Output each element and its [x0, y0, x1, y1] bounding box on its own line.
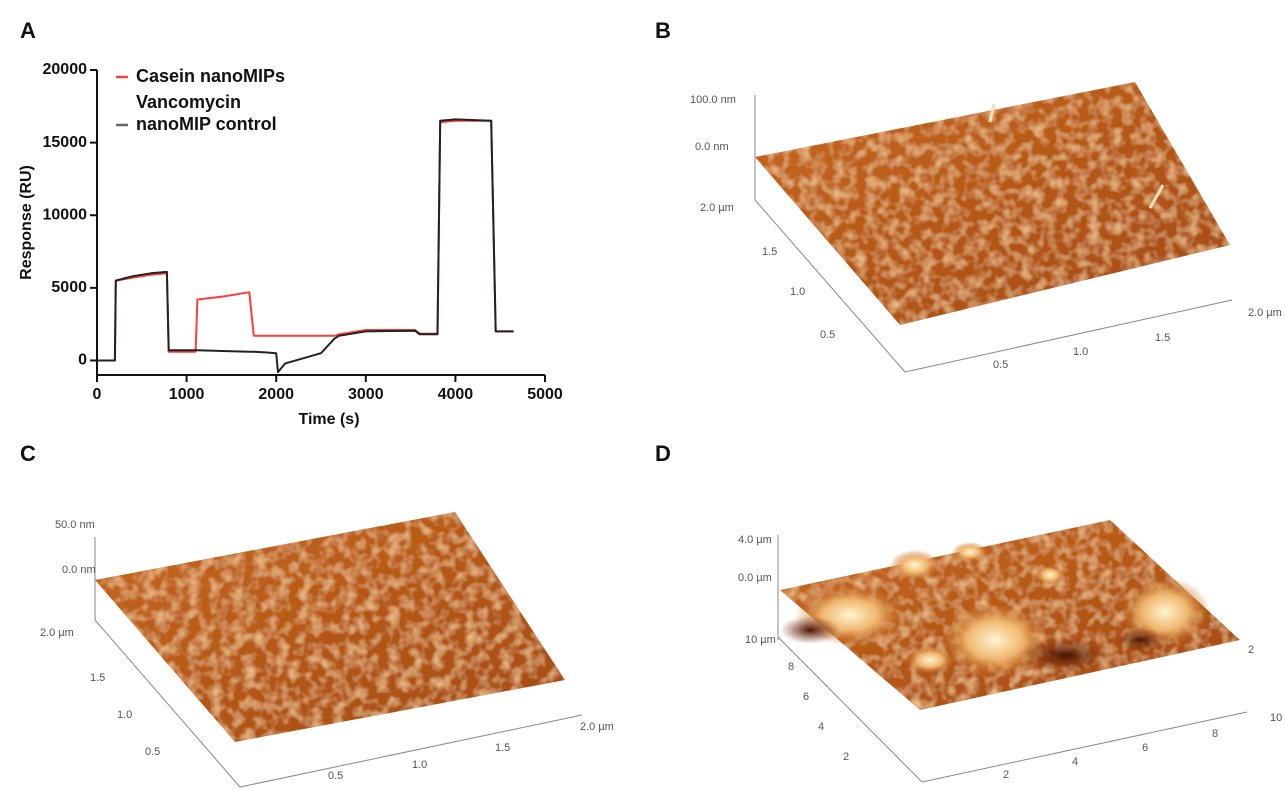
afm-tick-label: 0.0 µm	[738, 572, 772, 584]
series-line	[97, 119, 514, 362]
afm-tick-label: 1.0	[790, 286, 805, 298]
afm-tick-label: 2	[843, 751, 849, 763]
x-tick-label: 4000	[438, 386, 474, 403]
legend-entry: Casein nanoMIPs	[136, 66, 286, 86]
afm-tick-label: 1.5	[762, 246, 777, 258]
afm-tick-label: 8	[1212, 728, 1218, 740]
afm-tick-label: 0.5	[993, 359, 1008, 371]
afm-tick-label: 4.0 µm	[738, 534, 772, 546]
afm-tick-label: 4	[818, 721, 824, 733]
afm-tick-label: 8	[788, 661, 794, 673]
afm-surface	[95, 512, 565, 742]
y-tick-label: 5000	[51, 279, 87, 296]
afm-hill	[905, 646, 955, 674]
series-line	[97, 118, 514, 374]
afm-tick-label: 0.5	[820, 329, 835, 341]
afm-axis	[904, 299, 1233, 373]
afm-tick-label: 1.0	[1073, 346, 1088, 358]
afm-tick-label: 1.5	[90, 672, 105, 684]
panel-label: A	[20, 18, 36, 43]
x-axis-title: Time (s)	[298, 411, 359, 428]
x-tick-label: 1000	[169, 386, 205, 403]
afm-tick-label: 0.5	[145, 746, 160, 758]
afm-tick-label: 100.0 nm	[690, 94, 736, 106]
afm-axis	[921, 711, 1248, 783]
afm-tick-label: 10 µm	[745, 634, 776, 646]
afm-axis	[239, 714, 583, 788]
afm-tick-label: 2.0 µm	[580, 721, 614, 733]
afm-tick-label: 0.5	[328, 770, 343, 782]
afm-tick-label: 2	[1003, 769, 1009, 781]
afm-axis	[94, 619, 241, 788]
x-tick-label: 5000	[527, 386, 563, 403]
afm-tick-label: 1.0	[412, 759, 427, 771]
afm-tick-label: 2.0 µm	[1248, 307, 1282, 319]
y-tick-label: 10000	[43, 206, 88, 223]
afm-hill	[890, 550, 940, 580]
afm-tick-label: 2	[1248, 644, 1254, 656]
afm-tick-label: 50.0 nm	[55, 519, 95, 531]
y-axis-title: Response (RU)	[18, 165, 35, 280]
legend-label: Casein nanoMIPs	[136, 66, 286, 86]
x-tick-label: 3000	[348, 386, 384, 403]
afm-hill	[1035, 565, 1065, 585]
y-tick-label: 15000	[43, 134, 88, 151]
afm-hill	[952, 542, 988, 562]
afm-tick-label: 1.0	[117, 709, 132, 721]
x-tick-label: 0	[93, 386, 102, 403]
afm-tick-label: 6	[1142, 742, 1148, 754]
afm-surface	[755, 82, 1230, 325]
afm-tick-label: 6	[803, 691, 809, 703]
afm-spike	[988, 103, 996, 123]
afm-spike	[1148, 184, 1165, 209]
afm-tick-label: 2.0 µm	[40, 627, 74, 639]
afm-pit	[780, 616, 840, 644]
panel-label: B	[655, 18, 671, 43]
afm-pit	[1020, 637, 1110, 673]
panel-label: D	[655, 441, 671, 466]
afm-tick-label: 1.5	[1155, 332, 1170, 344]
x-tick-label: 2000	[258, 386, 294, 403]
afm-pit	[1115, 628, 1165, 652]
y-tick-label: 0	[78, 352, 87, 369]
afm-tick-label: 0.0 nm	[62, 564, 96, 576]
afm-axis	[754, 199, 906, 373]
legend-label: Vancomycin nanoMIP control	[136, 92, 277, 134]
afm-tick-label: 10 µm	[1270, 712, 1285, 724]
afm-axis	[777, 636, 923, 783]
afm-tick-label: 4	[1072, 756, 1078, 768]
afm-tick-label: 0.0 nm	[695, 141, 729, 153]
afm-tick-label: 1.5	[495, 742, 510, 754]
legend-entry: Vancomycin nanoMIP control	[136, 92, 277, 134]
afm-tick-label: 2.0 µm	[700, 202, 734, 214]
y-tick-label: 20000	[43, 61, 88, 78]
panel-label: C	[20, 441, 36, 466]
